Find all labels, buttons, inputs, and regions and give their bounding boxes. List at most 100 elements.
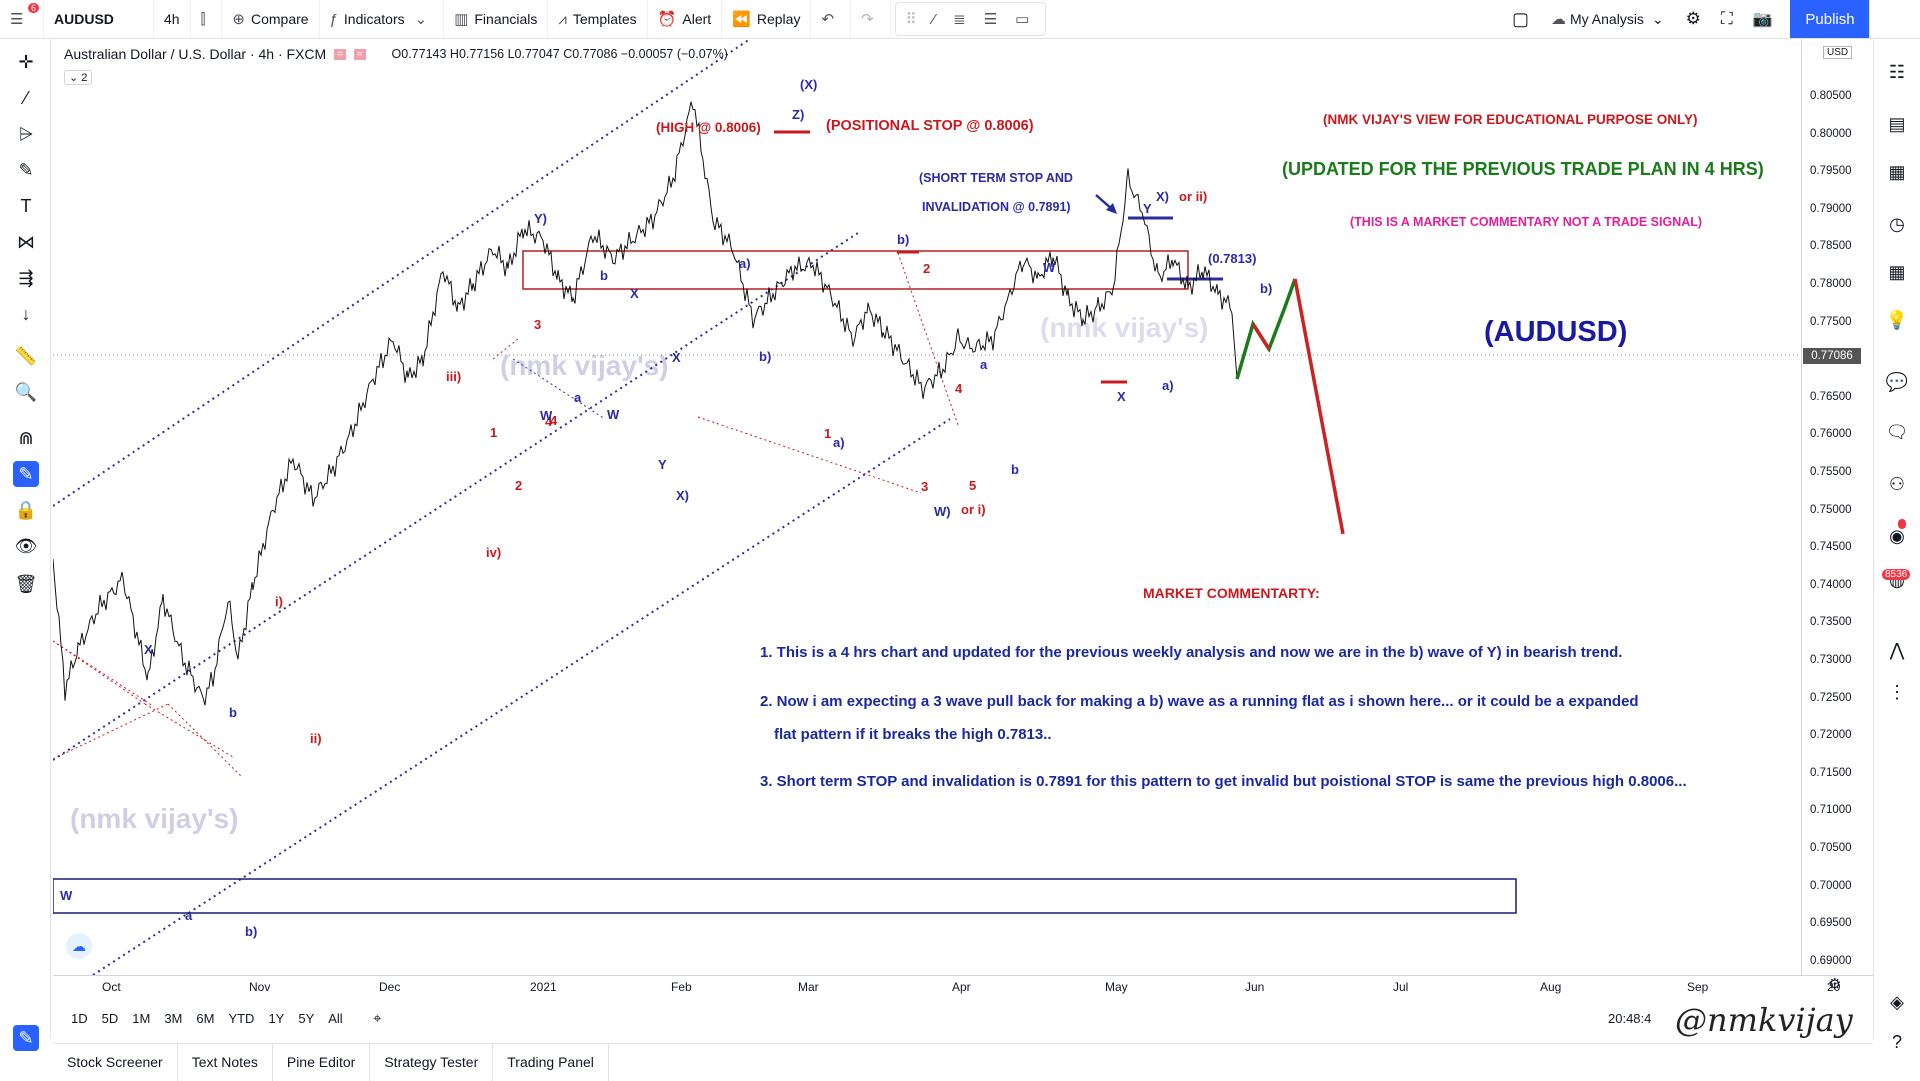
wave-label: 1 (824, 426, 832, 441)
ideas-icon[interactable]: 💡 (1885, 310, 1909, 330)
stay-in-drawing-mode-icon[interactable]: ✎ (13, 461, 39, 487)
pattern-icon[interactable]: ⋈ (17, 232, 35, 252)
price-tick-label: 0.70000 (1810, 879, 1852, 892)
parallel-channel-icon[interactable]: ☰ (983, 11, 998, 28)
zoom-in-icon[interactable]: 🔍 (14, 382, 38, 402)
news-icon[interactable]: ▤ (1888, 114, 1906, 134)
legend-title[interactable]: Australian Dollar / U.S. Dollar · 4h · F… (64, 46, 327, 62)
arrow-head (1106, 203, 1117, 214)
crosshair-icon[interactable]: ✛ (18, 52, 34, 72)
streams-icon[interactable]: ⚇ (1888, 474, 1906, 494)
time-tick-label: Sep (1687, 980, 1709, 994)
chart-legend: Australian Dollar / U.S. Dollar · 4h · F… (64, 46, 728, 62)
more-icon[interactable]: ⋮ (1888, 682, 1906, 702)
range-button-6m[interactable]: 6M (196, 1010, 215, 1026)
range-button-1y[interactable]: 1Y (268, 1010, 285, 1026)
layers-icon[interactable]: ◈ (1890, 992, 1904, 1012)
notifications-icon[interactable]: ◉ (1889, 526, 1905, 546)
templates-button[interactable]: ⩘ Templates (548, 0, 648, 38)
clock-icon[interactable]: ◷ (1889, 214, 1905, 234)
currency-label[interactable]: USD (1823, 46, 1853, 59)
candles-icon: ⫿ (200, 10, 206, 28)
wave-label: a (185, 908, 193, 923)
help-icon[interactable]: ? (1891, 1032, 1902, 1052)
notification-count-badge: 8536 (1882, 569, 1911, 580)
watchlist-toggle[interactable] (1869, 0, 1920, 38)
compare-button[interactable]: ⊕ Compare (222, 0, 320, 38)
time-tick-label: Mar (798, 980, 819, 994)
fullscreen-icon[interactable]: ⛶ (1720, 9, 1733, 28)
lock-icon[interactable]: 🔒 (14, 500, 38, 520)
financials-button[interactable]: ▥ Financials (444, 0, 549, 38)
calendar-icon[interactable]: ▦ (1888, 262, 1906, 282)
camera-icon[interactable]: 📷 (1752, 11, 1773, 28)
eye-icon[interactable]: 👁 (14, 536, 38, 556)
data-window-icon[interactable]: ▦ (1888, 162, 1906, 182)
layout-icon[interactable]: ▢ (1512, 8, 1530, 29)
fib-retracement-icon[interactable]: ⩥ (18, 124, 34, 144)
time-tick-label: May (1105, 980, 1128, 994)
chart-pane[interactable] (53, 39, 1801, 975)
price-tick-label: 0.72000 (1810, 729, 1852, 742)
tab-stock-screener[interactable]: Stock Screener (53, 1044, 178, 1081)
brush-icon[interactable]: ✎ (18, 160, 34, 180)
rectangle-icon[interactable]: ▭ (1015, 11, 1030, 28)
trend-line-icon[interactable]: ⁄ (24, 88, 28, 108)
text-icon[interactable]: T (20, 196, 32, 216)
watchlist-icon[interactable]: ☷ (1888, 62, 1906, 82)
range-button-1m[interactable]: 1M (132, 1010, 151, 1026)
undo-button[interactable]: ↶ (811, 0, 852, 38)
range-button-5y[interactable]: 5Y (298, 1010, 315, 1026)
tab-text-notes[interactable]: Text Notes (178, 1044, 273, 1081)
legend-collapse-button[interactable]: ⌄ 2 (64, 70, 93, 85)
range-button-1d[interactable]: 1D (71, 1010, 88, 1026)
left-drawing-toolbar: ✛ ⁄ ⩥ ✎ T ⋈ ⇶ ↓ 📏 🔍 ⋒ ✎ 🔒 👁 🗑 ✎ (0, 39, 51, 1051)
range-button-all[interactable]: All (328, 1010, 343, 1026)
menu-button[interactable]: ☰ 6 (0, 0, 44, 38)
fib-icon[interactable]: ≣ (953, 11, 966, 28)
replay-button[interactable]: ⏪ Replay (722, 0, 812, 38)
arrow-down-icon[interactable]: ↓ (21, 304, 31, 324)
prediction-icon[interactable]: ⇶ (18, 268, 34, 288)
trash-icon[interactable]: 🗑 (14, 574, 38, 594)
tab-trading-panel[interactable]: Trading Panel (493, 1044, 609, 1081)
function-icon: ƒ (329, 10, 338, 28)
chat-icon[interactable]: 💬 (1885, 372, 1909, 392)
indicators-button[interactable]: ƒ Indicators ⌄ (320, 0, 445, 38)
my-analysis-button[interactable]: My Analysis (1570, 11, 1644, 27)
legend-ohlc: O0.77143 H0.77156 L0.77047 C0.77086 −0.0… (391, 47, 728, 61)
tab-strategy-tester[interactable]: Strategy Tester (370, 1044, 494, 1081)
wave-label: b) (897, 232, 910, 247)
wave-label: iii) (446, 369, 462, 384)
range-button-5d[interactable]: 5D (101, 1010, 119, 1026)
range-button-3m[interactable]: 3M (164, 1010, 183, 1026)
ruler-icon[interactable]: 📏 (14, 346, 38, 366)
chart-style-button[interactable]: ⫿ (191, 0, 223, 38)
symbol-search[interactable]: AUDUSD (44, 0, 154, 38)
price-tick-label: 0.79000 (1810, 202, 1852, 215)
redo-button[interactable]: ↷ (851, 0, 891, 38)
goto-date-icon[interactable]: ⌖ (373, 1009, 382, 1027)
price-tick-label: 0.73500 (1810, 616, 1852, 629)
drag-handle-icon[interactable]: ⠿ (905, 11, 917, 28)
alert-button[interactable]: ⏰ Alert (648, 0, 723, 38)
wave-label: b (1011, 462, 1019, 477)
magnet-icon[interactable]: ⋒ (18, 428, 34, 448)
projection-red-small (1251, 323, 1271, 350)
settings-icon[interactable]: ⚙ (1685, 9, 1701, 28)
trend-line-icon[interactable]: ⁄ (932, 10, 936, 28)
chevron-down-icon[interactable]: ⌄ (1651, 10, 1664, 27)
price-tick-label: 0.80500 (1810, 90, 1852, 102)
axis-settings-icon[interactable]: ⚙ (1828, 976, 1842, 993)
time-tick-label: 20 (1827, 980, 1841, 994)
trend-icon[interactable]: ⋀ (1889, 640, 1905, 660)
range-button-ytd[interactable]: YTD (228, 1010, 255, 1026)
messages-icon[interactable]: 🗨 (1885, 422, 1909, 442)
publish-button[interactable]: Publish (1790, 0, 1870, 38)
time-axis[interactable]: Oct Nov Dec 2021 Feb Mar Apr May Jun Jul Aug Sep 20 (53, 975, 1873, 998)
tab-pine-editor[interactable]: Pine Editor (273, 1044, 371, 1081)
price-axis[interactable]: 0.80500 0.80000 0.79500 0.79000 0.78500 0.780… (1801, 39, 1874, 975)
object-tree-icon[interactable]: ✎ (13, 1025, 39, 1051)
price-tick-label: 0.78500 (1810, 240, 1852, 253)
interval-button[interactable]: 4h (154, 0, 191, 38)
